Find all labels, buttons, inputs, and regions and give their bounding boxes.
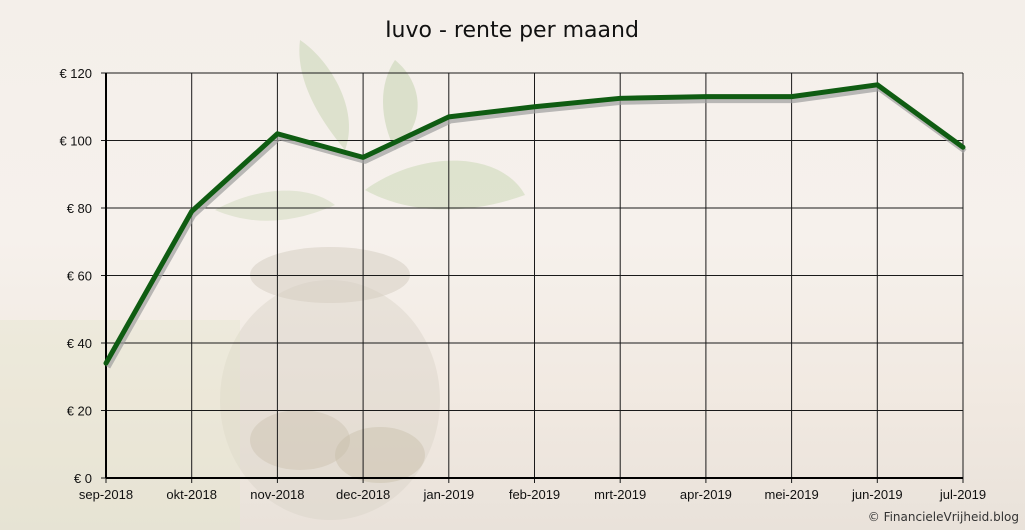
x-tick-label: nov-2018 (250, 487, 304, 502)
data-point (275, 132, 279, 136)
data-point (704, 95, 708, 99)
data-point (961, 145, 965, 149)
x-tick-label: mei-2019 (764, 487, 818, 502)
data-point (618, 96, 622, 100)
y-axis-labels: € 0 € 20 € 40 € 60 € 80 € 100 € 120 (59, 66, 92, 486)
data-point (104, 361, 108, 365)
x-axis-labels: sep-2018 okt-2018 nov-2018 dec-2018 jan-2019… (79, 487, 986, 502)
x-tick-label: jun-2019 (851, 487, 903, 502)
x-tick-label: jan-2019 (422, 487, 474, 502)
data-point (790, 95, 794, 99)
data-point (361, 155, 365, 159)
x-tick-label: feb-2019 (509, 487, 560, 502)
x-tick-label: sep-2018 (79, 487, 133, 502)
data-point (190, 209, 194, 213)
x-tick-label: okt-2018 (166, 487, 217, 502)
x-tick-label: jul-2019 (939, 487, 986, 502)
grid (106, 72, 964, 478)
y-tick-label: € 20 (67, 404, 92, 419)
y-tick-label: € 120 (59, 66, 92, 81)
x-tick-label: dec-2018 (336, 487, 390, 502)
chart-title: Iuvo - rente per maand (385, 18, 639, 43)
y-tick-label: € 60 (67, 269, 92, 284)
data-point (875, 83, 879, 87)
y-tick-label: € 40 (67, 336, 92, 351)
y-tick-label: € 0 (74, 471, 92, 486)
data-point (533, 105, 536, 109)
series-line-shadow (105, 86, 967, 369)
axes (101, 72, 964, 483)
data-point (447, 115, 451, 119)
y-tick-label: € 100 (59, 134, 92, 149)
copyright-text: © FinancieleVrijheid.blog (867, 510, 1019, 524)
series (103, 82, 967, 369)
x-tick-label: mrt-2019 (594, 487, 646, 502)
x-tick-label: apr-2019 (680, 487, 732, 502)
y-tick-label: € 80 (67, 201, 92, 216)
